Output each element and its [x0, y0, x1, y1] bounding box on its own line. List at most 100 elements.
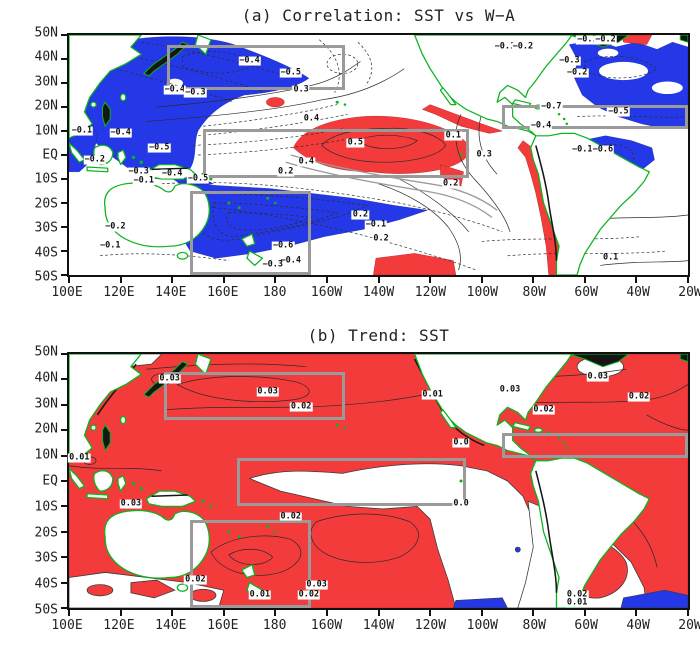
panel-a-lon-axis: 100E 120E 140E 160E 180 160W 140W 120W 100W 80W 60…: [51, 283, 700, 301]
lon-tick: [68, 608, 70, 616]
lon-tick: [635, 608, 638, 616]
lat-tick: [61, 202, 69, 204]
region-box: [190, 520, 312, 608]
lat-tick-label: 30S: [34, 550, 58, 566]
region-box: [502, 432, 688, 459]
lon-tick: [687, 608, 689, 616]
region-box: [164, 371, 345, 421]
lat-tick: [61, 353, 69, 355]
region-box: [167, 44, 345, 91]
lat-tick: [61, 429, 69, 432]
contour-label: 0.02: [565, 589, 589, 600]
lat-tick: [61, 530, 69, 533]
lon-tick: [274, 608, 277, 616]
lon-tick: [687, 275, 689, 283]
contour-label: 0.03: [498, 384, 522, 395]
contour-label: −0.3: [127, 166, 150, 177]
lat-tick-label: 50S: [34, 602, 58, 618]
land-layer: [69, 35, 688, 275]
lat-tick: [61, 82, 69, 84]
lat-tick: [61, 581, 69, 584]
lon-tick-label: 180: [262, 618, 287, 633]
lat-tick: [61, 130, 69, 132]
lat-tick-label: 10S: [34, 499, 58, 515]
lon-tick: [480, 608, 483, 616]
contour-label: 0.0: [452, 498, 470, 509]
lat-tick-label: 50N: [34, 25, 58, 41]
lon-tick: [480, 275, 483, 283]
contour-label: 0.0: [452, 437, 470, 448]
contour-label: 0.03: [586, 371, 609, 382]
lat-tick: [61, 378, 69, 381]
lat-tick-label: 50N: [34, 344, 58, 360]
lat-tick: [61, 480, 69, 482]
lat-tick: [61, 250, 69, 252]
lon-tick-label: 20W: [678, 285, 700, 300]
lon-tick: [171, 608, 174, 616]
contour-label: −0.1: [576, 34, 599, 45]
lat-tick: [61, 403, 69, 406]
lon-tick-label: 40W: [626, 285, 650, 300]
contour-label: −0.2: [565, 67, 589, 78]
lon-tick-label: 160E: [207, 618, 239, 633]
lon-tick: [377, 608, 380, 616]
contour-label: −0.3: [184, 87, 207, 98]
lon-tick-label: 60W: [574, 618, 598, 633]
contour-label: −0.1: [571, 144, 594, 155]
contour-label: −0.3: [261, 259, 284, 270]
contour-label: 0.3: [292, 84, 310, 95]
contour-label: −0.1: [99, 240, 122, 251]
panel-a-map: −0.4 −0.5 −0.4 −0.3 0.3 0.4 0.5 0.4 0.2 −0.1 −0.4−…: [61, 33, 690, 283]
contour-label: 0.02: [184, 574, 207, 585]
contour-label: −0.3: [558, 55, 581, 66]
contour-label: −0.1: [364, 219, 388, 230]
lon-tick-label: 140E: [155, 285, 187, 300]
panel-a-lat-axis: 50N 40N 30N 20N 10N EQ 10S 20S 30S 40S 50S: [14, 26, 62, 285]
lat-tick: [61, 556, 69, 559]
lat-tick-label: 40N: [34, 49, 58, 65]
lon-tick: [274, 275, 277, 283]
contour-label: 0.1: [601, 252, 620, 263]
lon-tick: [325, 275, 328, 283]
lon-tick: [222, 275, 225, 283]
contour-label: 0.01: [565, 597, 589, 608]
contour-label: 0.03: [119, 498, 143, 509]
contour-label: −0.4: [279, 255, 303, 266]
panel-b-overlay: 0.03 0.03 0.02 0.01 0.03 0.02 0.03 0.02 0.01 0.03…: [61, 353, 689, 616]
lat-tick-label: 40S: [34, 576, 58, 592]
lon-tick-label: 160E: [207, 285, 239, 300]
lon-tick-label: 80W: [522, 618, 546, 633]
contour-label: 0.01: [68, 452, 91, 463]
lon-tick: [377, 275, 380, 283]
lat-tick: [61, 274, 69, 276]
lon-tick-label: 120W: [414, 618, 447, 633]
contour-label: −0.5: [186, 173, 210, 184]
lon-tick: [532, 275, 535, 283]
region-box: [190, 191, 312, 275]
contour-label: −0.5: [607, 106, 630, 117]
lat-tick: [61, 178, 69, 180]
lat-tick-label: 40N: [34, 370, 58, 386]
map-canvas-a: [69, 35, 688, 275]
lon-tick: [583, 608, 586, 616]
lon-tick-label: 140E: [155, 618, 187, 633]
lat-tick-label: EQ: [42, 473, 58, 489]
contour-label: 0.03: [158, 373, 181, 384]
lon-tick-label: 100W: [466, 285, 498, 300]
contour-label: −0.6: [591, 144, 615, 155]
lat-tick-label: EQ: [42, 147, 58, 163]
contour-label: 0.02: [289, 401, 313, 412]
lat-tick-label: 30S: [34, 220, 58, 236]
contour-label: 0.03: [305, 579, 328, 590]
map-canvas-b: [69, 354, 688, 608]
panel-b-lat-axis: 50N 40N 30N 20N 10N EQ 10S 20S 30S 40S 50S: [14, 345, 62, 618]
contour-label: −0.2: [83, 154, 107, 165]
panel-a-title: (a) Correlation: SST vs W−A: [241, 6, 516, 25]
contour-label: 0.2: [351, 209, 370, 220]
lat-tick-label: 30N: [34, 396, 58, 412]
lat-tick: [61, 607, 69, 609]
lon-tick-label: 140W: [362, 618, 395, 633]
contour-label: 0.1: [444, 130, 462, 141]
lon-tick: [222, 608, 225, 616]
